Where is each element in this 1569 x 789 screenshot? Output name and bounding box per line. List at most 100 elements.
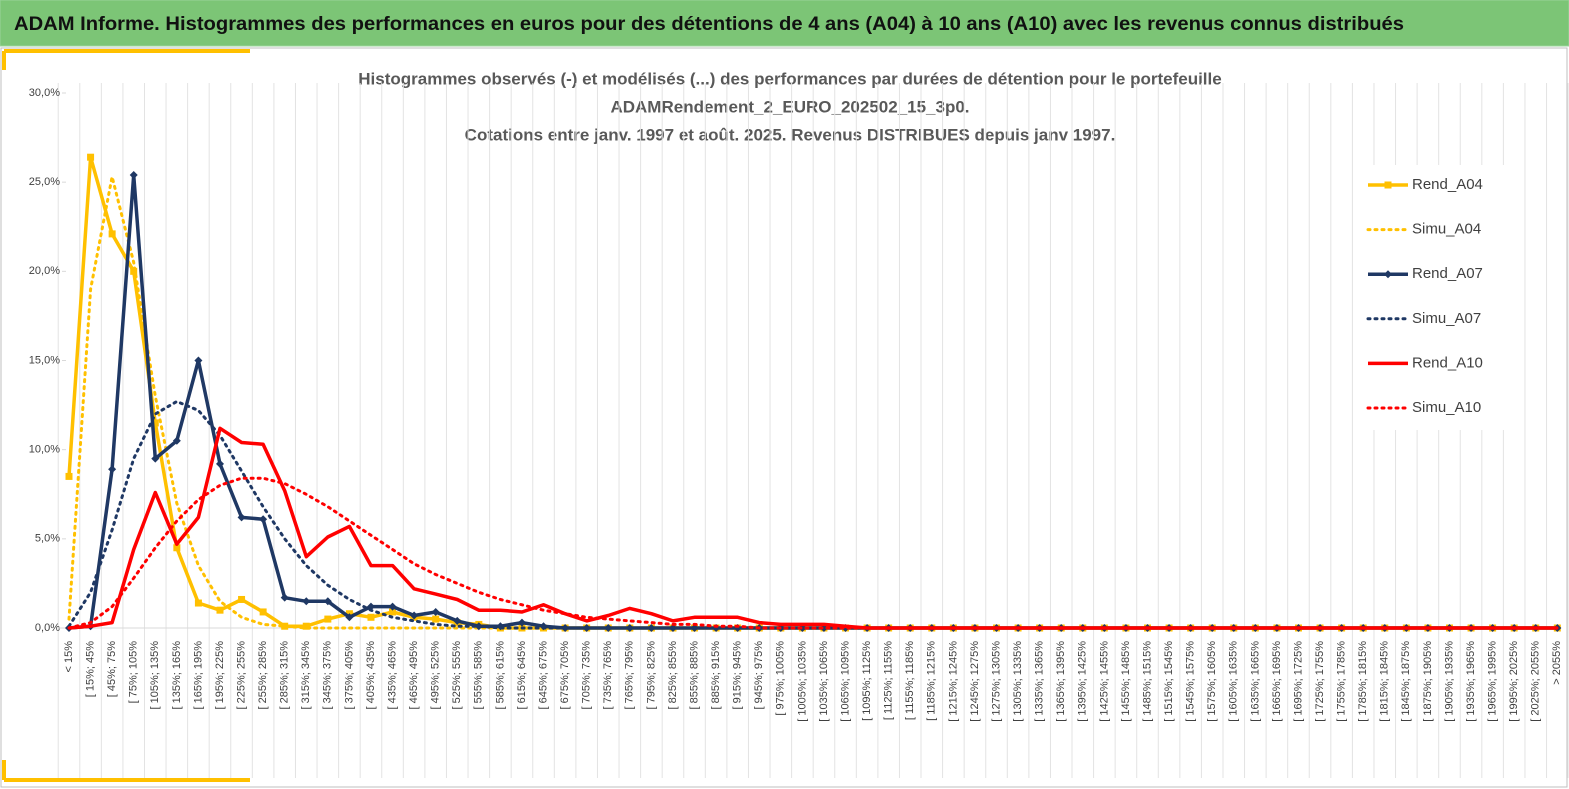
x-tick-label: [ 1575%; 1605% <box>1206 641 1218 722</box>
x-tick-label: [ 1965%; 1995% <box>1487 641 1499 722</box>
x-tick-label: [ 2025%; 2055% <box>1530 641 1542 722</box>
point <box>410 611 419 620</box>
point <box>388 602 397 611</box>
chart-frame <box>0 47 1568 788</box>
x-tick-label: [ 225%; 255% <box>235 641 247 710</box>
point <box>668 624 677 632</box>
legend-box <box>1355 165 1505 430</box>
y-tick-label: 20,0% <box>29 265 60 277</box>
x-tick-label: [ 1215%; 1245% <box>947 641 959 722</box>
point <box>453 616 462 625</box>
legend-label: Simu_A04 <box>1412 221 1481 238</box>
point <box>366 602 375 611</box>
chart-title: ADAMRendement_2_EURO_202502_15_3p0. <box>610 97 969 116</box>
point <box>259 608 267 616</box>
x-tick-label: [ 1515%; 1545% <box>1163 641 1175 722</box>
x-tick-label: [ 375%; 405% <box>343 641 355 710</box>
banner <box>0 0 1569 47</box>
x-tick-label: [ 1065%; 1095% <box>839 641 851 722</box>
point <box>108 465 117 474</box>
x-tick-label: [ 1005%; 1035% <box>796 641 808 722</box>
legend-label: Rend_A07 <box>1412 265 1483 282</box>
x-tick-label: [ 315%; 345% <box>300 641 312 710</box>
point <box>517 618 526 627</box>
series-line <box>67 476 1559 630</box>
point <box>324 615 332 623</box>
legend-label: Rend_A10 <box>1412 354 1483 371</box>
point <box>432 615 440 623</box>
x-tick-label: [ 1365%; 1395% <box>1055 641 1067 722</box>
point <box>367 613 375 621</box>
x-tick-label: > 2055% <box>1551 641 1563 685</box>
x-tick-label: [ 765%; 795% <box>624 641 636 710</box>
x-tick-label: [ 525%; 555% <box>451 641 463 710</box>
y-tick-label: 5,0% <box>35 533 60 545</box>
point <box>151 419 159 427</box>
x-tick-label: [ 495%; 525% <box>430 641 442 710</box>
point <box>302 622 310 630</box>
point <box>87 153 95 161</box>
point <box>431 607 440 616</box>
point <box>259 515 268 524</box>
point <box>108 230 116 238</box>
x-tick-label: [ 135%; 165% <box>171 641 183 710</box>
x-tick-label: [ 105%; 135% <box>149 641 161 710</box>
legend-marker <box>1384 181 1392 189</box>
x-tick-label: [ 1845%; 1875% <box>1400 641 1412 722</box>
x-tick-label: [ 45%; 75% <box>106 641 118 697</box>
x-tick-label: [ 1785%; 1815% <box>1357 641 1369 722</box>
x-tick-label: [ 15%; 45% <box>84 641 96 697</box>
point <box>237 513 246 522</box>
x-tick-label: [ 1755%; 1785% <box>1336 641 1348 722</box>
banner-title: ADAM Informe. Histogrammes des performan… <box>14 14 1404 35</box>
legend-label: Rend_A04 <box>1412 176 1483 193</box>
x-tick-label: [ 255%; 285% <box>257 641 269 710</box>
x-tick-label: [ 1935%; 1965% <box>1465 641 1477 722</box>
x-tick-label: [ 825%; 855% <box>667 641 679 710</box>
x-tick-label: [ 885%; 915% <box>710 641 722 710</box>
x-tick-label: [ 1815%; 1845% <box>1379 641 1391 722</box>
point <box>151 454 160 463</box>
point <box>194 599 202 607</box>
point <box>65 472 73 480</box>
chart-title: Histogrammes observés (-) et modélisés (… <box>358 69 1221 88</box>
x-tick-label: [ 345%; 375% <box>322 641 334 710</box>
x-tick-label: [ 1695%; 1725% <box>1292 641 1304 722</box>
x-tick-label: [ 1275%; 1305% <box>990 641 1002 722</box>
x-tick-label: [ 1725%; 1755% <box>1314 641 1326 722</box>
point <box>172 436 181 445</box>
x-tick-label: [ 1545%; 1575% <box>1185 641 1197 722</box>
x-tick-label: [ 285%; 315% <box>279 641 291 710</box>
x-tick-label: [ 1155%; 1185% <box>904 641 916 720</box>
x-tick-label: [ 1605%; 1635% <box>1228 641 1240 722</box>
x-tick-label: [ 945%; 975% <box>753 641 765 710</box>
x-tick-label: [ 585%; 615% <box>494 641 506 710</box>
x-tick-label: [ 1635%; 1665% <box>1249 641 1261 722</box>
x-tick-label: [ 795%; 825% <box>645 641 657 710</box>
x-tick-label: [ 1665%; 1695% <box>1271 641 1283 722</box>
x-tick-label: [ 1185%; 1215% <box>926 641 938 721</box>
point <box>389 608 397 616</box>
y-tick-label: 10,0% <box>29 444 60 456</box>
x-tick-label: [ 1455%; 1485% <box>1120 641 1132 722</box>
x-tick-label: [ 675%; 705% <box>559 641 571 710</box>
x-tick-label: [ 855%; 885% <box>688 641 700 710</box>
point <box>690 624 699 632</box>
point <box>173 544 181 552</box>
x-tick-label: [ 435%; 465% <box>386 641 398 710</box>
point <box>280 593 289 602</box>
x-tick-label: [ 1485%; 1515% <box>1141 641 1153 722</box>
x-tick-label: [ 645%; 675% <box>537 641 549 710</box>
y-tick-label: 0,0% <box>35 622 60 634</box>
x-tick-label: [ 975%; 1005% <box>775 641 787 716</box>
x-tick-label: [ 1875%; 1905% <box>1422 641 1434 722</box>
y-tick-label: 30,0% <box>29 87 60 99</box>
legend-marker <box>1384 270 1392 279</box>
x-tick-label: [ 1905%; 1935% <box>1443 641 1455 722</box>
x-tick-label: [ 1035%; 1065% <box>818 641 830 722</box>
x-tick-label: [ 1395%; 1425% <box>1077 641 1089 722</box>
x-tick-label: [ 165%; 195% <box>192 641 204 710</box>
legend-label: Simu_A07 <box>1412 310 1481 327</box>
x-tick-label: [ 705%; 735% <box>581 641 593 710</box>
